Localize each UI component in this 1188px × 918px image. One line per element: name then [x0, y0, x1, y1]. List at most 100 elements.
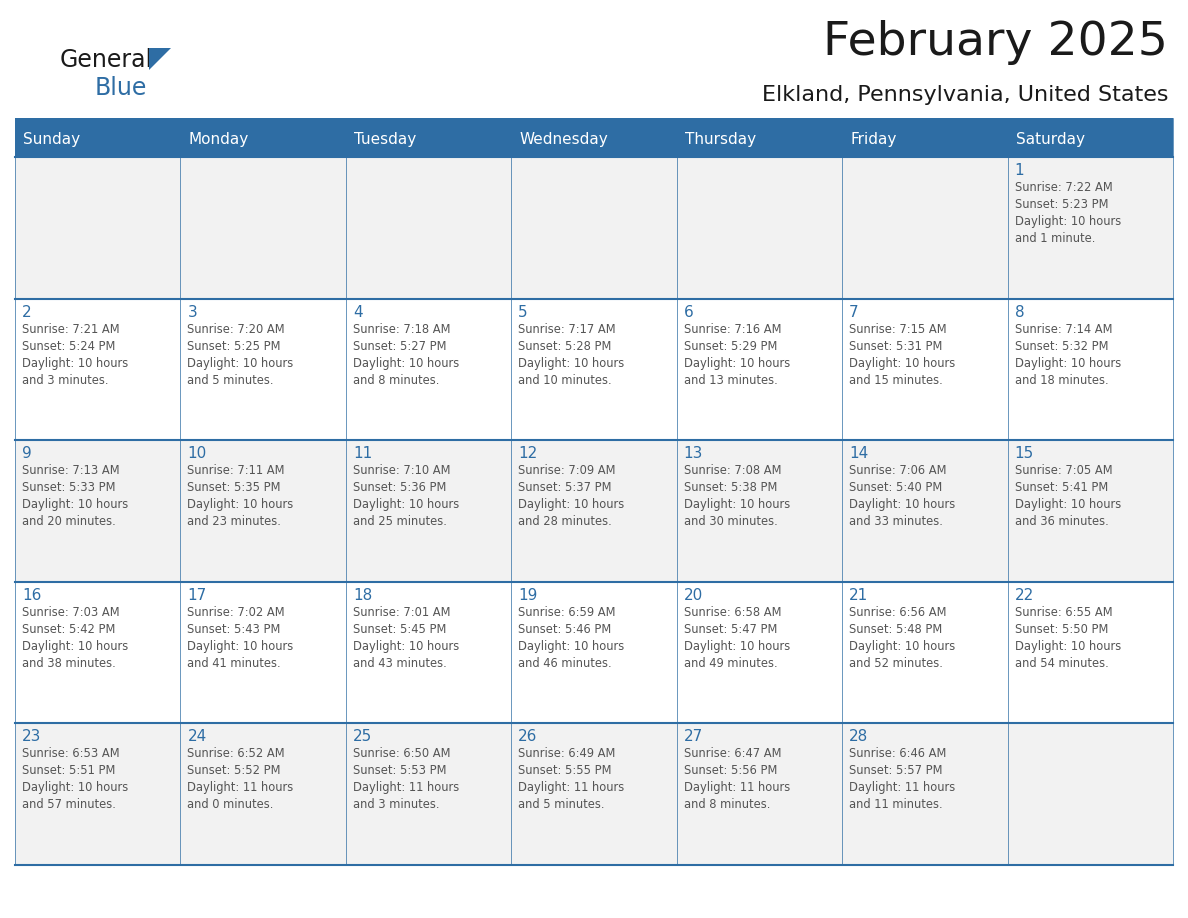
Text: and 8 minutes.: and 8 minutes. [684, 799, 770, 812]
Text: Daylight: 10 hours: Daylight: 10 hours [353, 498, 459, 511]
Bar [15, 582, 181, 723]
Text: Daylight: 10 hours: Daylight: 10 hours [849, 498, 955, 511]
Text: 5: 5 [518, 305, 527, 319]
Text: Daylight: 10 hours: Daylight: 10 hours [1015, 215, 1120, 228]
Text: Sunrise: 7:11 AM: Sunrise: 7:11 AM [188, 465, 285, 477]
Bar [346, 582, 511, 723]
Text: Daylight: 11 hours: Daylight: 11 hours [353, 781, 459, 794]
Text: Blue: Blue [95, 76, 147, 100]
Bar [842, 157, 1007, 298]
Text: and 11 minutes.: and 11 minutes. [849, 799, 943, 812]
Text: and 20 minutes.: and 20 minutes. [23, 515, 115, 528]
Text: and 49 minutes.: and 49 minutes. [684, 656, 777, 670]
Text: and 43 minutes.: and 43 minutes. [353, 656, 447, 670]
Bar [677, 122, 842, 157]
Text: 22: 22 [1015, 588, 1034, 603]
Text: 15: 15 [1015, 446, 1034, 461]
Text: Sunset: 5:56 PM: Sunset: 5:56 PM [684, 765, 777, 778]
Text: 7: 7 [849, 305, 859, 319]
Bar [1007, 122, 1173, 157]
Text: and 52 minutes.: and 52 minutes. [849, 656, 943, 670]
Text: Sunset: 5:31 PM: Sunset: 5:31 PM [849, 340, 942, 353]
Bar [181, 441, 346, 582]
Text: Sunset: 5:52 PM: Sunset: 5:52 PM [188, 765, 280, 778]
Bar [15, 122, 181, 157]
Text: Sunrise: 7:18 AM: Sunrise: 7:18 AM [353, 322, 450, 336]
Bar [842, 582, 1007, 723]
Text: Daylight: 10 hours: Daylight: 10 hours [188, 498, 293, 511]
Text: 1: 1 [1015, 163, 1024, 178]
Bar [677, 157, 842, 298]
Text: Sunset: 5:48 PM: Sunset: 5:48 PM [849, 622, 942, 636]
Text: Sunrise: 6:59 AM: Sunrise: 6:59 AM [518, 606, 615, 619]
Text: Sunrise: 7:09 AM: Sunrise: 7:09 AM [518, 465, 615, 477]
Text: Sunset: 5:35 PM: Sunset: 5:35 PM [188, 481, 280, 494]
Text: Sunset: 5:51 PM: Sunset: 5:51 PM [23, 765, 115, 778]
Text: Elkland, Pennsylvania, United States: Elkland, Pennsylvania, United States [762, 85, 1168, 105]
Bar [181, 157, 346, 298]
Text: Sunset: 5:24 PM: Sunset: 5:24 PM [23, 340, 115, 353]
Text: and 57 minutes.: and 57 minutes. [23, 799, 116, 812]
Text: Sunrise: 7:08 AM: Sunrise: 7:08 AM [684, 465, 782, 477]
Text: and 23 minutes.: and 23 minutes. [188, 515, 282, 528]
Text: and 54 minutes.: and 54 minutes. [1015, 656, 1108, 670]
Text: Sunrise: 6:47 AM: Sunrise: 6:47 AM [684, 747, 782, 760]
Text: Sunrise: 7:14 AM: Sunrise: 7:14 AM [1015, 322, 1112, 336]
Bar [15, 118, 1173, 122]
Text: 10: 10 [188, 446, 207, 461]
Text: Daylight: 11 hours: Daylight: 11 hours [518, 781, 625, 794]
Bar [842, 122, 1007, 157]
Text: Daylight: 10 hours: Daylight: 10 hours [849, 640, 955, 653]
Bar [15, 723, 181, 865]
Text: General: General [61, 48, 153, 72]
Text: and 33 minutes.: and 33 minutes. [849, 515, 943, 528]
Text: Sunrise: 6:49 AM: Sunrise: 6:49 AM [518, 747, 615, 760]
Text: Sunset: 5:32 PM: Sunset: 5:32 PM [1015, 340, 1108, 353]
Text: Daylight: 10 hours: Daylight: 10 hours [684, 356, 790, 370]
Text: Monday: Monday [189, 132, 248, 147]
Text: and 5 minutes.: and 5 minutes. [188, 374, 274, 386]
Text: Sunset: 5:33 PM: Sunset: 5:33 PM [23, 481, 115, 494]
Text: Sunset: 5:53 PM: Sunset: 5:53 PM [353, 765, 447, 778]
Text: and 46 minutes.: and 46 minutes. [518, 656, 612, 670]
Text: Sunset: 5:25 PM: Sunset: 5:25 PM [188, 340, 280, 353]
Text: Sunrise: 7:15 AM: Sunrise: 7:15 AM [849, 322, 947, 336]
Text: and 13 minutes.: and 13 minutes. [684, 374, 777, 386]
Text: 9: 9 [23, 446, 32, 461]
Bar [15, 441, 181, 582]
Text: 3: 3 [188, 305, 197, 319]
Text: Saturday: Saturday [1016, 132, 1085, 147]
Text: Daylight: 10 hours: Daylight: 10 hours [849, 356, 955, 370]
Text: 14: 14 [849, 446, 868, 461]
Text: 6: 6 [684, 305, 694, 319]
Text: and 8 minutes.: and 8 minutes. [353, 374, 440, 386]
Text: Sunset: 5:37 PM: Sunset: 5:37 PM [518, 481, 612, 494]
Text: and 15 minutes.: and 15 minutes. [849, 374, 943, 386]
Text: Sunrise: 7:05 AM: Sunrise: 7:05 AM [1015, 465, 1112, 477]
Text: Sunset: 5:38 PM: Sunset: 5:38 PM [684, 481, 777, 494]
Bar [346, 723, 511, 865]
Text: 28: 28 [849, 730, 868, 744]
Text: 18: 18 [353, 588, 372, 603]
Text: Daylight: 10 hours: Daylight: 10 hours [23, 356, 128, 370]
Text: Sunrise: 7:21 AM: Sunrise: 7:21 AM [23, 322, 120, 336]
Bar [181, 122, 346, 157]
Text: Sunset: 5:41 PM: Sunset: 5:41 PM [1015, 481, 1108, 494]
Bar [511, 298, 677, 441]
Text: Sunrise: 7:22 AM: Sunrise: 7:22 AM [1015, 181, 1112, 194]
Bar [677, 441, 842, 582]
Text: 11: 11 [353, 446, 372, 461]
Text: Daylight: 10 hours: Daylight: 10 hours [518, 498, 625, 511]
Bar [511, 723, 677, 865]
Text: 20: 20 [684, 588, 703, 603]
Text: 17: 17 [188, 588, 207, 603]
Text: Sunset: 5:36 PM: Sunset: 5:36 PM [353, 481, 447, 494]
Text: Daylight: 10 hours: Daylight: 10 hours [1015, 356, 1120, 370]
Text: Sunrise: 6:46 AM: Sunrise: 6:46 AM [849, 747, 947, 760]
Bar [1007, 441, 1173, 582]
Text: Daylight: 10 hours: Daylight: 10 hours [1015, 640, 1120, 653]
Text: Daylight: 10 hours: Daylight: 10 hours [23, 640, 128, 653]
Text: Daylight: 10 hours: Daylight: 10 hours [684, 640, 790, 653]
Text: 21: 21 [849, 588, 868, 603]
Bar [511, 122, 677, 157]
